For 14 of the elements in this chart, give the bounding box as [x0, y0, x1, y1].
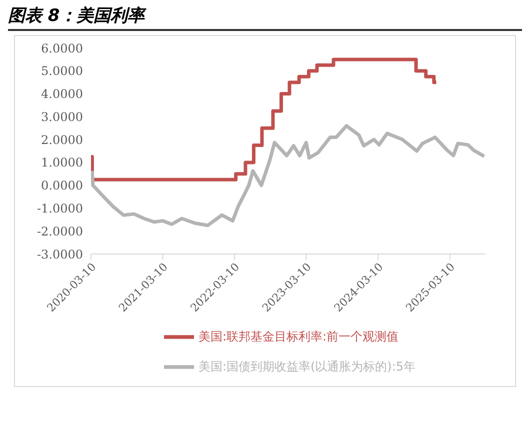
- line-series: [91, 124, 485, 228]
- y-tick-label: 5.0000: [41, 64, 83, 78]
- y-tick-label: -1.0000: [36, 201, 83, 216]
- legend-label: 美国:国债到期收益率(以通胀为标的):5年: [198, 359, 416, 374]
- legend-label: 美国:联邦基金目标利率:前一个观测值: [198, 329, 399, 344]
- y-tick-label: 1.0000: [41, 156, 83, 170]
- y-tick-label: 4.0000: [41, 87, 83, 102]
- y-tick-label: -3.0000: [36, 247, 83, 262]
- y-tick-label: -2.0000: [36, 224, 83, 238]
- y-tick-label: 0.0000: [41, 178, 83, 193]
- y-tick-label: 6.0000: [41, 41, 83, 56]
- y-tick-label: 2.0000: [41, 132, 83, 147]
- chart-title: 图表 8：美国利率: [8, 4, 522, 31]
- y-tick-label: 3.0000: [41, 110, 83, 124]
